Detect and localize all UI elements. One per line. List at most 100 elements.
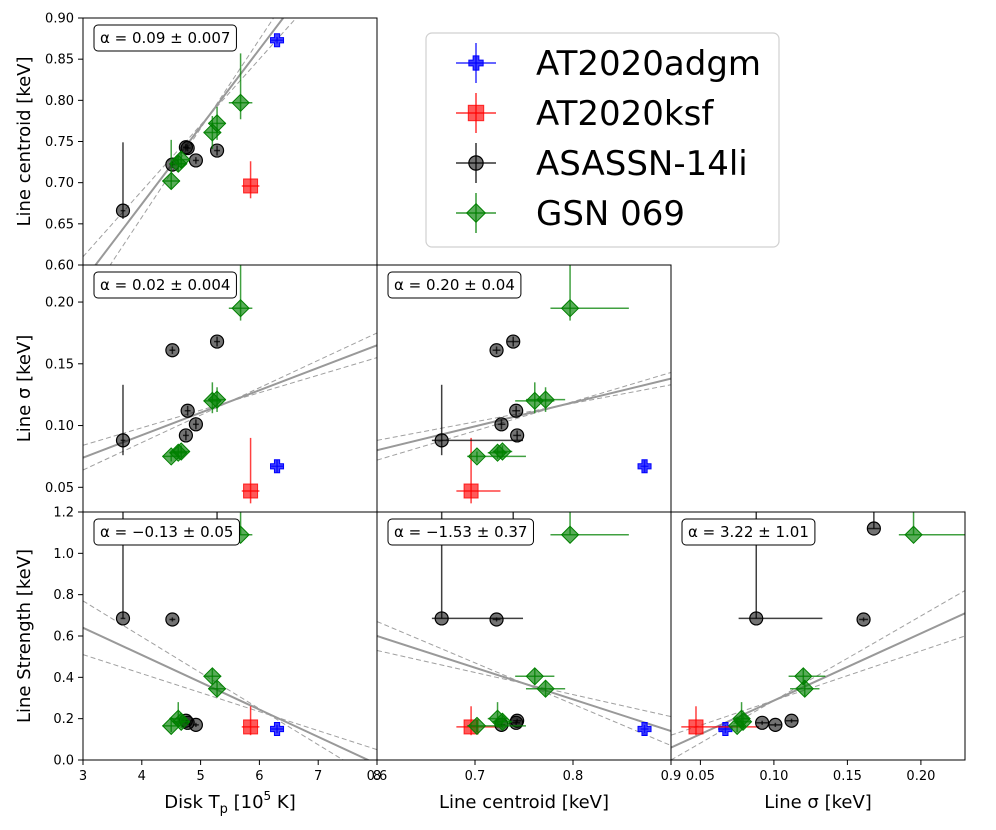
legend-marker-circle: [468, 155, 484, 171]
y-tick-label: 0.4: [53, 671, 74, 686]
fit-line: [377, 635, 671, 733]
slope-annotation-box: [681, 518, 816, 546]
panel-background: [377, 512, 671, 760]
panel-background: [83, 512, 377, 760]
data-point: [165, 343, 180, 358]
panel-p10: 0.05 0.10 0.15 0.20 α = 0.02 ± 0.004 Line σ […: [14, 264, 378, 513]
data-point: [188, 717, 203, 732]
panels-layer: 0.600.650.700.750.800.850.90α = 0.09 ± 0…: [14, 12, 966, 818]
point-marker: [467, 447, 487, 466]
y-tick-label: 0.80: [45, 94, 74, 109]
data-point: [456, 437, 501, 504]
point-marker: [161, 171, 181, 191]
slope-annotation-text: α = 0.09 ± 0.007: [100, 29, 230, 47]
data-point: [228, 53, 253, 120]
slope-annotation-box: [93, 24, 237, 52]
plot-area: [377, 265, 671, 504]
point-marker: [243, 178, 259, 194]
data-point: [180, 140, 195, 156]
x-tick-label: 0.7: [465, 769, 486, 784]
point-marker: [270, 459, 285, 474]
fit-confidence-line: [377, 649, 671, 718]
point-marker: [784, 713, 799, 728]
y-tick-label: 1.0: [53, 547, 74, 562]
point-marker: [231, 93, 250, 113]
x-axis-label: Disk Tp [105 K]: [164, 789, 296, 817]
data-point: [241, 706, 260, 736]
panel-background: [83, 265, 377, 512]
point-marker: [904, 525, 923, 544]
point-marker: [188, 717, 203, 732]
fit-confidence-line: [377, 621, 671, 746]
point-marker: [688, 719, 704, 735]
data-point: [637, 722, 652, 736]
data-point: [115, 512, 131, 626]
y-tick-label: 1.2: [53, 506, 74, 521]
point-marker: [866, 521, 881, 536]
legend-entry: AT2020adgm: [456, 43, 761, 84]
y-tick-label: 0.15: [45, 357, 74, 372]
data-point: [509, 403, 524, 418]
point-marker: [180, 403, 195, 418]
data-point: [178, 428, 193, 443]
plot-area: [671, 512, 965, 760]
point-marker: [560, 525, 580, 544]
point-marker: [165, 612, 180, 627]
panel-p20: 3 4 5 6 7 8 0.0 0.2 0.4 0.6 0.8 1.0 1.2 α = −0.13 ± 0…: [14, 506, 381, 818]
point-marker: [768, 717, 783, 732]
point-marker: [493, 712, 512, 731]
x-tick-label: 0.15: [833, 769, 862, 784]
point-marker: [509, 715, 524, 730]
legend-marker-plus: [468, 55, 484, 71]
panel-p21: 0.6 0.7 0.8 0.9 α = −1.53 ± 0.37 Line centroi…: [367, 511, 681, 813]
data-point: [509, 715, 524, 730]
slope-annotation: α = 3.22 ± 1.01: [681, 518, 816, 546]
x-tick-label: 0.10: [759, 769, 788, 784]
panel-frame: [670, 511, 966, 761]
data-point: [165, 612, 180, 627]
data-point: [207, 679, 227, 698]
point-marker: [188, 153, 203, 168]
point-marker: [171, 712, 191, 731]
point-marker: [509, 403, 524, 418]
point-marker: [171, 442, 191, 461]
legend-box: [425, 32, 780, 248]
slope-annotation: α = 0.02 ± 0.004: [93, 271, 237, 299]
y-tick-label: 0.05: [45, 481, 74, 496]
point-marker: [207, 114, 227, 133]
point-marker: [434, 611, 449, 626]
data-point: [431, 512, 524, 626]
panel-background: [671, 512, 965, 760]
point-marker: [506, 334, 521, 349]
panel-p22: 0.05 0.10 0.15 0.20 α = 3.22 ± 1.01 Line σ [k…: [670, 511, 966, 813]
data-point: [866, 512, 881, 536]
y-tick-label: 0.6: [53, 630, 74, 645]
legend-entry: AT2020ksf: [456, 93, 714, 134]
data-point: [171, 150, 191, 169]
point-marker: [467, 716, 487, 736]
slope-annotation: α = 0.09 ± 0.007: [93, 24, 237, 52]
point-marker: [165, 343, 180, 358]
legend-label: GSN 069: [536, 194, 685, 234]
point-marker: [536, 679, 555, 698]
point-marker: [207, 390, 227, 409]
data-point: [550, 265, 629, 321]
point-marker: [463, 483, 479, 499]
point-marker: [560, 299, 580, 318]
point-marker: [510, 428, 525, 443]
y-tick-label: 0.70: [45, 176, 74, 191]
slope-annotation: α = −0.13 ± 0.05: [93, 518, 240, 546]
x-tick-label: 7: [314, 769, 322, 784]
data-point: [788, 667, 826, 686]
x-tick-label: 0.20: [906, 769, 935, 784]
fit-confidence-line: [377, 371, 671, 461]
data-point: [209, 143, 225, 158]
data-point: [768, 717, 783, 732]
y-tick-label: 0.75: [45, 135, 74, 150]
data-point: [270, 722, 285, 736]
data-point: [489, 612, 504, 627]
slope-annotation-text: α = 0.02 ± 0.004: [100, 276, 230, 294]
data-point: [115, 384, 131, 456]
point-marker: [231, 299, 250, 318]
